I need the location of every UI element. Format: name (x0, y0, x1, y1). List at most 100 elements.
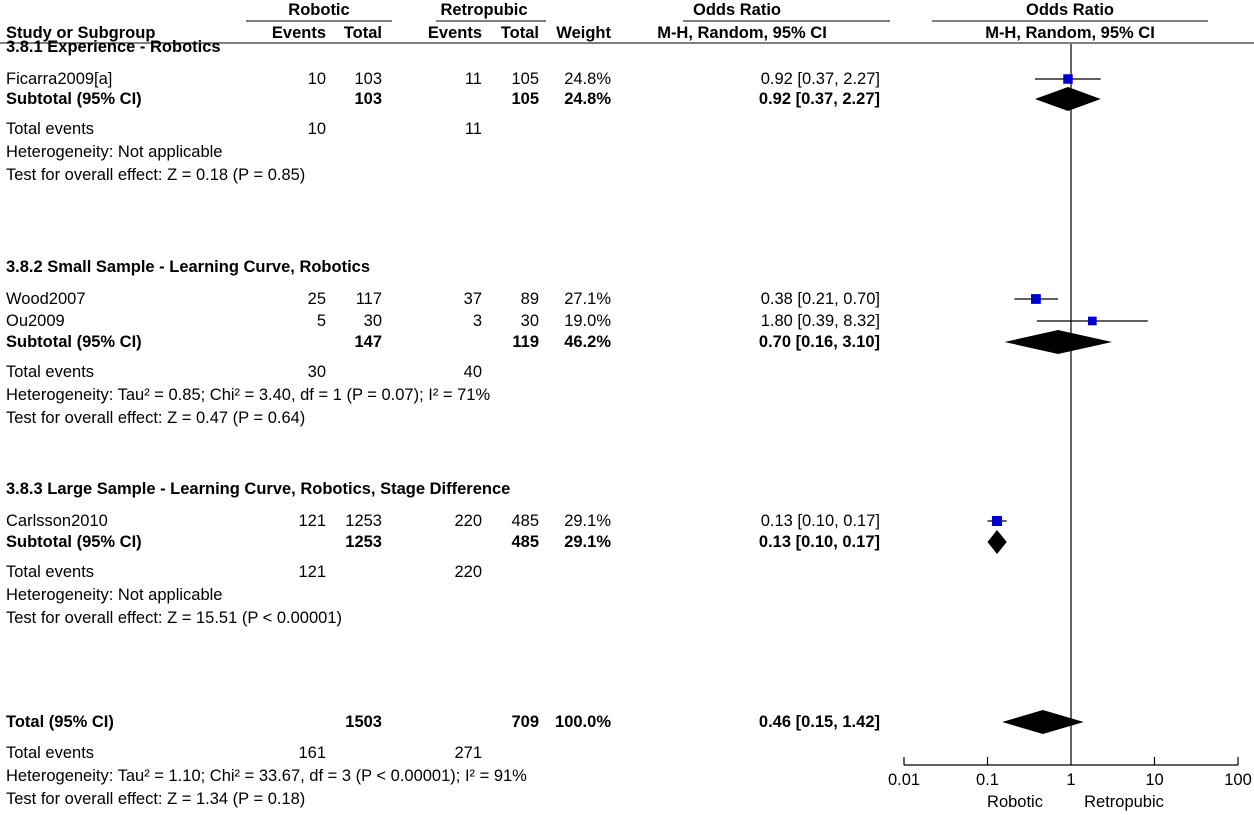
heterogeneity-text: Heterogeneity: Not applicable (6, 586, 223, 604)
study-weight: 27.1% (564, 290, 611, 308)
total-events-robotic: 161 (298, 744, 326, 762)
study-weight: 24.8% (564, 70, 611, 88)
col-total-robotic: Total (343, 24, 382, 42)
col-ci-left: M-H, Random, 95% CI (657, 24, 827, 42)
events-robotic: 10 (307, 70, 326, 88)
events-retropubic: 220 (454, 512, 482, 530)
study-marker (1063, 74, 1073, 84)
subtotal-total-robotic: 1253 (345, 533, 382, 551)
subtotal-total-robotic: 103 (354, 90, 382, 108)
heterogeneity-text: Heterogeneity: Tau² = 0.85; Chi² = 3.40,… (6, 386, 491, 404)
total-total-retropubic: 709 (511, 713, 539, 731)
study-marker (1087, 316, 1097, 326)
total-events-retropubic: 40 (463, 363, 482, 381)
study-name: Ou2009 (6, 312, 65, 330)
subtotal-weight: 24.8% (564, 90, 611, 108)
x-tick-label: 0.01 (887, 771, 921, 789)
col-events-retropubic: Events (427, 24, 482, 42)
total-robotic: 30 (363, 312, 382, 330)
favours-left-label: Robotic (987, 793, 1043, 811)
total-events-label: Total events (6, 744, 95, 762)
total-events-label: Total events (6, 363, 95, 381)
col-events-robotic: Events (271, 24, 326, 42)
events-robotic: 5 (316, 312, 326, 330)
col-study-header: Study or Subgroup (6, 24, 156, 42)
total-events-label: Total events (6, 563, 95, 581)
events-robotic: 25 (307, 290, 326, 308)
events-retropubic: 11 (464, 70, 482, 88)
subgroup-title: 3.8.3 Large Sample - Learning Curve, Rob… (6, 480, 511, 498)
subgroup-title: 3.8.1 Experience - Robotics (6, 38, 221, 56)
subtotal-label: Subtotal (95% CI) (6, 333, 142, 351)
subtotal-total-retropubic: 119 (512, 333, 539, 351)
odds-ratio-header-left: Odds Ratio (692, 1, 782, 19)
total-events-retropubic: 220 (454, 563, 482, 581)
subtotal-ci: 0.70 [0.16, 3.10] (758, 333, 880, 351)
x-tick-label: 1 (1066, 771, 1076, 789)
total-events-label: Total events (6, 120, 95, 138)
events-robotic: 121 (298, 512, 326, 530)
total-events-robotic: 121 (298, 563, 326, 581)
group-retropubic-header: Retropubic (440, 1, 528, 19)
col-weight: Weight (556, 24, 611, 42)
study-weight: 19.0% (564, 312, 611, 330)
events-retropubic: 37 (463, 290, 482, 308)
total-events-robotic: 30 (307, 363, 326, 381)
x-tick-label: 0.1 (976, 771, 999, 789)
subtotal-label: Subtotal (95% CI) (6, 533, 142, 551)
overall-effect-text: Test for overall effect: Z = 0.18 (P = 0… (6, 166, 306, 184)
study-marker (991, 515, 1003, 527)
subtotal-weight: 29.1% (564, 533, 611, 551)
total-retropubic: 105 (511, 70, 539, 88)
subtotal-diamond (1034, 87, 1101, 111)
subtotal-total-retropubic: 105 (511, 90, 539, 108)
study-name: Ficarra2009[a] (6, 70, 113, 88)
study-name: Wood2007 (6, 290, 86, 308)
group-robotic-header: Robotic (288, 1, 350, 19)
heterogeneity-text: Heterogeneity: Not applicable (6, 143, 223, 161)
overall-effect-text: Test for overall effect: Z = 0.47 (P = 0… (6, 409, 306, 427)
total-weight: 100.0% (555, 713, 611, 731)
total-robotic: 103 (354, 70, 382, 88)
total-diamond (1002, 710, 1084, 734)
study-ci: 0.13 [0.10, 0.17] (760, 512, 880, 530)
total-robotic: 1253 (345, 512, 382, 530)
total-robotic: 117 (355, 290, 382, 308)
study-ci: 1.80 [0.39, 8.32] (760, 312, 880, 330)
total-heterogeneity-text: Heterogeneity: Tau² = 1.10; Chi² = 33.67… (6, 767, 527, 785)
total-events-robotic: 10 (307, 120, 326, 138)
study-ci: 0.38 [0.21, 0.70] (760, 290, 880, 308)
total-overall-effect-text: Test for overall effect: Z = 1.34 (P = 0… (6, 790, 306, 808)
favours-right-label: Retropubic (1084, 793, 1164, 811)
subtotal-total-robotic: 147 (354, 333, 382, 351)
subtotal-diamond (1004, 330, 1113, 354)
subtotal-label: Subtotal (95% CI) (6, 90, 142, 108)
study-weight: 29.1% (564, 512, 611, 530)
study-ci: 0.92 [0.37, 2.27] (760, 70, 880, 88)
subgroup-title: 3.8.2 Small Sample - Learning Curve, Rob… (6, 258, 371, 276)
x-tick-label: 100 (1224, 771, 1252, 789)
study-marker (1031, 294, 1041, 304)
total-events-retropubic: 11 (464, 120, 482, 138)
col-ci-right: M-H, Random, 95% CI (985, 24, 1155, 42)
total-retropubic: 30 (520, 312, 539, 330)
odds-ratio-header-right: Odds Ratio (1025, 1, 1115, 19)
total-retropubic: 89 (520, 290, 539, 308)
subtotal-total-retropubic: 485 (511, 533, 539, 551)
events-retropubic: 3 (472, 312, 482, 330)
col-total-retropubic: Total (500, 24, 539, 42)
overall-effect-text: Test for overall effect: Z = 15.51 (P < … (6, 609, 343, 627)
total-label: Total (95% CI) (6, 713, 114, 731)
total-retropubic: 485 (511, 512, 539, 530)
total-ci: 0.46 [0.15, 1.42] (758, 713, 880, 731)
subtotal-diamond (987, 530, 1007, 554)
total-total-robotic: 1503 (345, 713, 382, 731)
subtotal-ci: 0.13 [0.10, 0.17] (758, 533, 880, 551)
subtotal-weight: 46.2% (564, 333, 611, 351)
study-name: Carlsson2010 (6, 512, 108, 530)
x-tick-label: 10 (1145, 771, 1164, 789)
subtotal-ci: 0.92 [0.37, 2.27] (758, 90, 880, 108)
total-events-retropubic: 271 (454, 744, 482, 762)
